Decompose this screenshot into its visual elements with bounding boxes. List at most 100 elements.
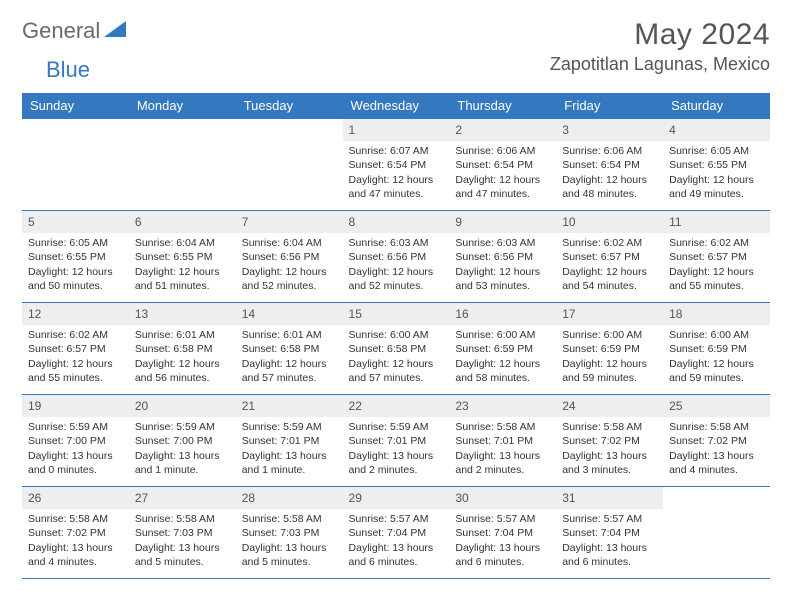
sunset-text: Sunset: 6:57 PM [28, 342, 123, 356]
day-body: Sunrise: 6:01 AMSunset: 6:58 PMDaylight:… [129, 325, 236, 391]
daylight-text-1: Daylight: 13 hours [28, 449, 123, 463]
day-number: 4 [663, 118, 770, 141]
calendar-week-row: 12Sunrise: 6:02 AMSunset: 6:57 PMDayligh… [22, 302, 770, 394]
day-body: Sunrise: 6:02 AMSunset: 6:57 PMDaylight:… [663, 233, 770, 299]
daylight-text-2: and 50 minutes. [28, 279, 123, 293]
weekday-header: Monday [129, 93, 236, 118]
day-body: Sunrise: 5:57 AMSunset: 7:04 PMDaylight:… [449, 509, 556, 575]
sunset-text: Sunset: 7:01 PM [349, 434, 444, 448]
sunrise-text: Sunrise: 6:00 AM [669, 328, 764, 342]
sunrise-text: Sunrise: 5:57 AM [455, 512, 550, 526]
day-body: Sunrise: 5:58 AMSunset: 7:02 PMDaylight:… [556, 417, 663, 483]
daylight-text-1: Daylight: 12 hours [349, 265, 444, 279]
daylight-text-2: and 52 minutes. [349, 279, 444, 293]
sunset-text: Sunset: 6:59 PM [669, 342, 764, 356]
sunset-text: Sunset: 6:54 PM [562, 158, 657, 172]
calendar-day-cell: 15Sunrise: 6:00 AMSunset: 6:58 PMDayligh… [343, 302, 450, 394]
day-body: Sunrise: 6:06 AMSunset: 6:54 PMDaylight:… [449, 141, 556, 207]
calendar-day-cell: 24Sunrise: 5:58 AMSunset: 7:02 PMDayligh… [556, 394, 663, 486]
day-number: 26 [22, 486, 129, 509]
month-title: May 2024 [550, 18, 770, 52]
daylight-text-1: Daylight: 13 hours [455, 449, 550, 463]
calendar-day-cell: 12Sunrise: 6:02 AMSunset: 6:57 PMDayligh… [22, 302, 129, 394]
sunrise-text: Sunrise: 6:07 AM [349, 144, 444, 158]
day-body: Sunrise: 6:00 AMSunset: 6:59 PMDaylight:… [663, 325, 770, 391]
daylight-text-2: and 59 minutes. [669, 371, 764, 385]
daylight-text-1: Daylight: 13 hours [455, 541, 550, 555]
day-number: 21 [236, 394, 343, 417]
sunrise-text: Sunrise: 6:05 AM [669, 144, 764, 158]
daylight-text-1: Daylight: 12 hours [242, 265, 337, 279]
day-number: 1 [343, 118, 450, 141]
sunrise-text: Sunrise: 5:58 AM [28, 512, 123, 526]
daylight-text-2: and 3 minutes. [562, 463, 657, 477]
daylight-text-1: Daylight: 12 hours [562, 357, 657, 371]
sunset-text: Sunset: 6:58 PM [135, 342, 230, 356]
day-number-empty [129, 118, 236, 141]
calendar-header-row: SundayMondayTuesdayWednesdayThursdayFrid… [22, 93, 770, 118]
sunrise-text: Sunrise: 6:01 AM [135, 328, 230, 342]
weekday-header: Thursday [449, 93, 556, 118]
sunset-text: Sunset: 6:59 PM [562, 342, 657, 356]
sunset-text: Sunset: 7:04 PM [455, 526, 550, 540]
sunset-text: Sunset: 7:04 PM [562, 526, 657, 540]
calendar-day-cell: 17Sunrise: 6:00 AMSunset: 6:59 PMDayligh… [556, 302, 663, 394]
calendar-day-cell: 18Sunrise: 6:00 AMSunset: 6:59 PMDayligh… [663, 302, 770, 394]
daylight-text-2: and 2 minutes. [349, 463, 444, 477]
sunrise-text: Sunrise: 5:57 AM [349, 512, 444, 526]
calendar-day-cell: 22Sunrise: 5:59 AMSunset: 7:01 PMDayligh… [343, 394, 450, 486]
day-number: 16 [449, 302, 556, 325]
day-body: Sunrise: 5:57 AMSunset: 7:04 PMDaylight:… [343, 509, 450, 575]
sunset-text: Sunset: 6:56 PM [455, 250, 550, 264]
sunrise-text: Sunrise: 6:00 AM [455, 328, 550, 342]
daylight-text-1: Daylight: 13 hours [135, 449, 230, 463]
day-body: Sunrise: 5:59 AMSunset: 7:01 PMDaylight:… [343, 417, 450, 483]
calendar-day-cell: 13Sunrise: 6:01 AMSunset: 6:58 PMDayligh… [129, 302, 236, 394]
daylight-text-1: Daylight: 12 hours [562, 265, 657, 279]
day-body: Sunrise: 6:00 AMSunset: 6:59 PMDaylight:… [449, 325, 556, 391]
daylight-text-2: and 6 minutes. [455, 555, 550, 569]
daylight-text-1: Daylight: 13 hours [135, 541, 230, 555]
logo-text-blue: Blue [46, 57, 90, 83]
sunrise-text: Sunrise: 6:02 AM [669, 236, 764, 250]
day-number: 27 [129, 486, 236, 509]
sunrise-text: Sunrise: 6:00 AM [562, 328, 657, 342]
day-body: Sunrise: 6:04 AMSunset: 6:55 PMDaylight:… [129, 233, 236, 299]
day-body: Sunrise: 5:58 AMSunset: 7:03 PMDaylight:… [129, 509, 236, 575]
daylight-text-1: Daylight: 12 hours [455, 265, 550, 279]
daylight-text-1: Daylight: 12 hours [669, 357, 764, 371]
day-number: 7 [236, 210, 343, 233]
day-body: Sunrise: 6:02 AMSunset: 6:57 PMDaylight:… [22, 325, 129, 391]
sunset-text: Sunset: 6:55 PM [135, 250, 230, 264]
day-body: Sunrise: 5:59 AMSunset: 7:01 PMDaylight:… [236, 417, 343, 483]
sunset-text: Sunset: 7:02 PM [669, 434, 764, 448]
calendar-day-cell: 5Sunrise: 6:05 AMSunset: 6:55 PMDaylight… [22, 210, 129, 302]
daylight-text-2: and 5 minutes. [135, 555, 230, 569]
sunset-text: Sunset: 6:57 PM [669, 250, 764, 264]
sunrise-text: Sunrise: 6:06 AM [562, 144, 657, 158]
sunset-text: Sunset: 7:02 PM [28, 526, 123, 540]
day-number: 25 [663, 394, 770, 417]
daylight-text-2: and 55 minutes. [669, 279, 764, 293]
calendar-day-cell [236, 118, 343, 210]
daylight-text-2: and 55 minutes. [28, 371, 123, 385]
sunset-text: Sunset: 6:55 PM [669, 158, 764, 172]
calendar-day-cell [22, 118, 129, 210]
daylight-text-2: and 6 minutes. [562, 555, 657, 569]
daylight-text-2: and 58 minutes. [455, 371, 550, 385]
calendar-day-cell: 8Sunrise: 6:03 AMSunset: 6:56 PMDaylight… [343, 210, 450, 302]
calendar-day-cell: 19Sunrise: 5:59 AMSunset: 7:00 PMDayligh… [22, 394, 129, 486]
day-number: 23 [449, 394, 556, 417]
sunset-text: Sunset: 6:56 PM [349, 250, 444, 264]
calendar-day-cell: 9Sunrise: 6:03 AMSunset: 6:56 PMDaylight… [449, 210, 556, 302]
daylight-text-2: and 4 minutes. [28, 555, 123, 569]
sunset-text: Sunset: 6:54 PM [455, 158, 550, 172]
sunrise-text: Sunrise: 5:58 AM [455, 420, 550, 434]
day-number: 22 [343, 394, 450, 417]
sunrise-text: Sunrise: 6:00 AM [349, 328, 444, 342]
day-number: 13 [129, 302, 236, 325]
daylight-text-2: and 56 minutes. [135, 371, 230, 385]
calendar-week-row: 19Sunrise: 5:59 AMSunset: 7:00 PMDayligh… [22, 394, 770, 486]
sunset-text: Sunset: 7:01 PM [242, 434, 337, 448]
day-body: Sunrise: 5:58 AMSunset: 7:02 PMDaylight:… [22, 509, 129, 575]
